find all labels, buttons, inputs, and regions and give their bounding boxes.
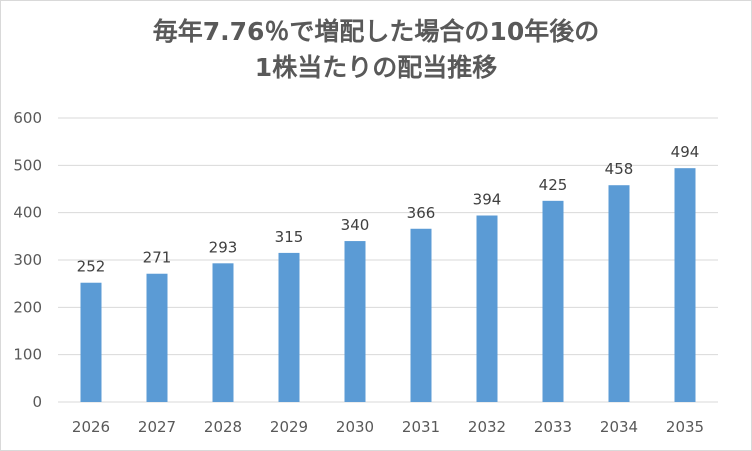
x-tick-label: 2031: [402, 418, 440, 436]
x-tick-label: 2026: [72, 418, 110, 436]
chart-title: 毎年7.76％で増配した場合の10年後の 1株当たりの配当推移: [0, 14, 752, 86]
y-tick-label: 0: [32, 393, 42, 411]
data-label: 366: [407, 204, 436, 222]
data-label: 458: [605, 160, 634, 178]
data-label: 271: [143, 249, 172, 267]
y-tick-label: 300: [13, 251, 42, 269]
chart-title-line-2: 1株当たりの配当推移: [254, 53, 498, 82]
x-tick-label: 2027: [138, 418, 176, 436]
x-tick-label: 2035: [666, 418, 704, 436]
data-label: 315: [275, 228, 304, 246]
y-tick-label: 400: [13, 204, 42, 222]
x-tick-label: 2033: [534, 418, 572, 436]
y-tick-label: 600: [13, 109, 42, 127]
bar: [146, 273, 168, 402]
bar: [278, 252, 300, 402]
data-label: 252: [77, 258, 106, 276]
bar: [542, 200, 564, 402]
y-tick-label: 200: [13, 298, 42, 316]
bar: [212, 263, 234, 402]
data-label: 394: [473, 191, 502, 209]
data-label: 425: [539, 176, 568, 194]
y-tick-label: 500: [13, 156, 42, 174]
bar: [80, 282, 102, 402]
bar: [410, 228, 432, 402]
x-tick-label: 2034: [600, 418, 638, 436]
data-label: 494: [671, 143, 700, 161]
bar: [608, 185, 630, 402]
x-tick-label: 2028: [204, 418, 242, 436]
data-label: 340: [341, 216, 370, 234]
data-label: 293: [209, 238, 238, 256]
x-tick-label: 2032: [468, 418, 506, 436]
chart-title-line-1: 毎年7.76％で増配した場合の10年後の: [152, 17, 600, 46]
bar: [674, 168, 696, 402]
x-tick-label: 2029: [270, 418, 308, 436]
bar: [344, 241, 366, 402]
y-tick-label: 100: [13, 346, 42, 364]
x-tick-label: 2030: [336, 418, 374, 436]
bar: [476, 215, 498, 402]
